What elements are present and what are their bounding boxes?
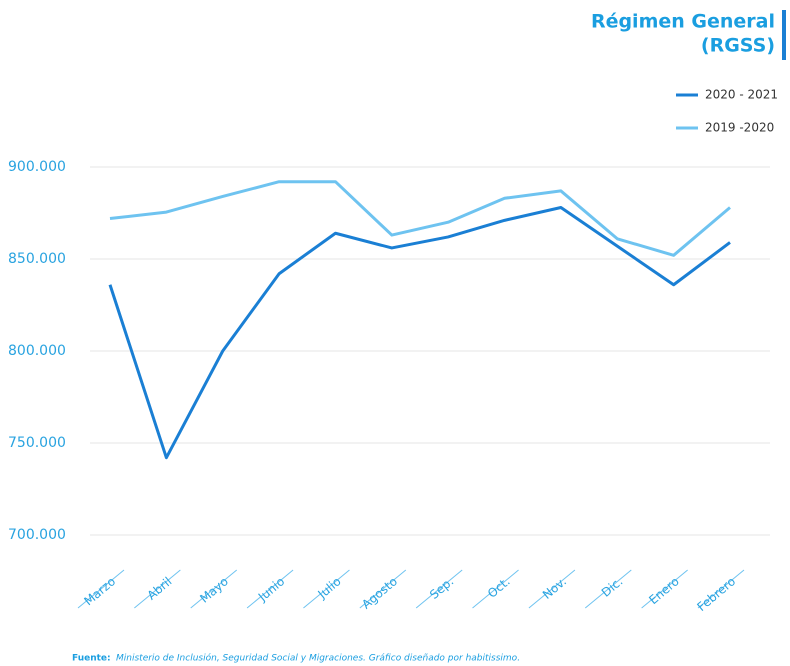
chart-title: (RGSS): [701, 35, 775, 57]
series-line: [109, 180, 731, 257]
legend-label: 2020 - 2021: [705, 88, 778, 102]
y-tick-label: 750.000: [8, 435, 66, 451]
tick-slash: [415, 569, 463, 609]
tick-slash: [303, 569, 350, 609]
x-tick-label: Febrero: [694, 574, 738, 614]
tick-slash: [697, 569, 745, 609]
y-tick-label: 800.000: [8, 343, 66, 359]
tick-slash: [472, 569, 519, 609]
y-tick-label: 850.000: [8, 251, 66, 267]
tick-slash: [246, 569, 294, 609]
tick-slash: [584, 569, 632, 609]
tick-slash: [359, 569, 407, 609]
x-tick-label: Agosto: [359, 574, 400, 611]
x-tick-label: Mayo: [197, 574, 231, 605]
series-line: [108, 205, 731, 460]
tick-slash: [528, 569, 576, 609]
y-tick-label: 900.000: [8, 159, 66, 175]
legend-label: 2019 -2020: [705, 121, 774, 135]
tick-slash: [190, 569, 238, 609]
chart-title: Régimen General: [591, 11, 775, 33]
tick-slash: [134, 569, 181, 609]
source: Ministerio de Inclusión, Seguridad Socia…: [116, 653, 520, 664]
x-tick-label: Marzo: [81, 574, 118, 608]
x-tick-label: Enero: [646, 574, 681, 607]
tick-slash: [77, 569, 125, 609]
title-bar: [782, 10, 786, 60]
source-label: Fuente:: [72, 654, 111, 664]
y-tick-label: 700.000: [8, 527, 66, 543]
tick-slash: [641, 569, 688, 609]
